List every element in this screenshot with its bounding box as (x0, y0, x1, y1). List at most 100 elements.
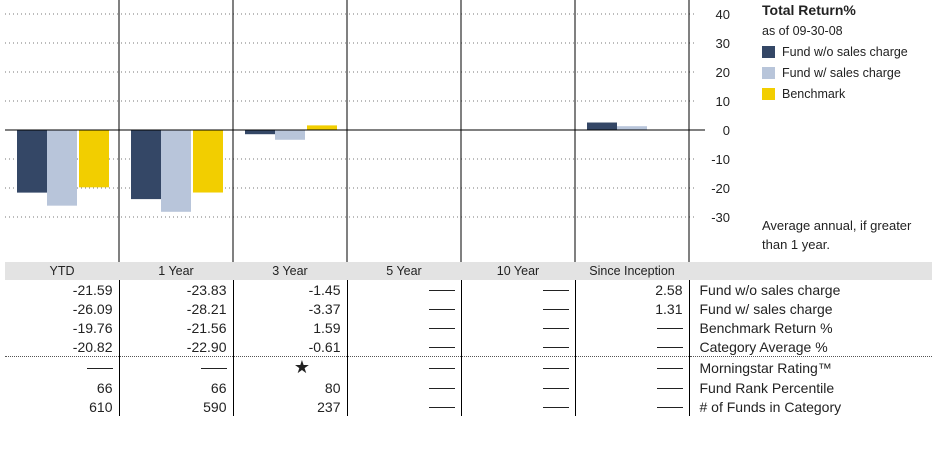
bar-5-1 (617, 126, 647, 130)
em-dash (542, 368, 569, 370)
column-header: YTD (5, 262, 119, 280)
bar-2-1 (275, 130, 305, 140)
table-cell (347, 356, 462, 378)
em-dash (542, 290, 569, 292)
table-row: -26.09 -28.21 -3.37 1.31 Fund w/ sales charg… (5, 299, 932, 318)
y-tick-label: 0 (723, 123, 730, 138)
bar-0-1 (47, 130, 77, 206)
em-dash (428, 388, 455, 390)
table-row: -21.59 -23.83 -1.45 2.58 Fund w/o sales char… (5, 280, 932, 299)
table-cell: 237 (233, 397, 348, 416)
legend-swatch (762, 46, 775, 58)
column-header: 5 Year (347, 262, 461, 280)
bar-0-0 (17, 130, 47, 193)
em-dash (542, 309, 569, 311)
y-tick-label: -20 (711, 181, 730, 196)
bar-0-2 (79, 130, 109, 188)
table-row: ★ Morningstar Rating™ (5, 356, 932, 378)
average-annual-note: Average annual, if greater than 1 year. (762, 218, 912, 252)
table-cell: -19.76 (5, 318, 120, 337)
chart-legend: Total Return% as of 09-30-08 Fund w/o sa… (762, 2, 930, 101)
bar-2-2 (307, 125, 337, 130)
em-dash (200, 368, 227, 370)
legend-swatch (762, 88, 775, 100)
table-cell (347, 318, 462, 337)
table-cell: 80 (233, 378, 348, 397)
table-cell (347, 299, 462, 318)
row-label: Fund Rank Percentile (699, 379, 835, 396)
row-label: Benchmark Return % (699, 319, 833, 336)
table-cell: 2.58 (575, 280, 690, 299)
table-cell: 610 (5, 397, 120, 416)
table-cell (347, 378, 462, 397)
table-row: 610 590 237 # of Funds in Category (5, 397, 932, 416)
table-cell (461, 356, 576, 378)
table-cell: -21.56 (119, 318, 234, 337)
table-header-row: YTD 1 Year 3 Year 5 Year 10 Year Since I… (5, 262, 932, 280)
table-cell: ★ (233, 356, 348, 378)
row-label: Category Average % (699, 338, 828, 355)
y-tick-label: 40 (716, 7, 730, 22)
column-header: 3 Year (233, 262, 347, 280)
legend-swatch (762, 67, 775, 79)
y-tick-label: 10 (716, 94, 730, 109)
return-chart: 40 30 20 10 0 -10 -20 -30 (5, 0, 730, 262)
column-header: Since Inception (575, 262, 689, 280)
em-dash (656, 388, 683, 390)
em-dash (428, 290, 455, 292)
chart-subtitle: as of 09-30-08 (762, 24, 843, 38)
y-tick-label: 30 (716, 36, 730, 51)
column-header: 10 Year (461, 262, 575, 280)
table-cell (575, 397, 690, 416)
em-dash (86, 368, 113, 370)
legend-label: Fund w/o sales charge (782, 45, 908, 59)
table-cell (5, 356, 120, 378)
table-cell: -28.21 (119, 299, 234, 318)
row-label: Fund w/o sales charge (699, 281, 841, 298)
table-cell: 66 (119, 378, 234, 397)
em-dash (542, 347, 569, 349)
bar-1-0 (131, 130, 161, 200)
table-cell (347, 397, 462, 416)
table-cell (461, 397, 576, 416)
table-cell: -1.45 (233, 280, 348, 299)
table-cell (461, 280, 576, 299)
table-row: 66 66 80 Fund Rank Percentile (5, 378, 932, 397)
em-dash (428, 368, 455, 370)
chart-title: Total Return% (762, 2, 856, 18)
em-dash (428, 347, 455, 349)
legend-label: Benchmark (782, 87, 846, 101)
table-cell: 1.59 (233, 318, 348, 337)
em-dash (542, 388, 569, 390)
table-cell: -20.82 (5, 337, 120, 357)
table-cell: -21.59 (5, 280, 120, 299)
em-dash (656, 407, 683, 409)
em-dash (656, 368, 683, 370)
column-header-blank (689, 262, 932, 280)
table-cell (461, 318, 576, 337)
table-cell (575, 318, 690, 337)
table-cell (575, 356, 690, 378)
row-label: Fund w/ sales charge (699, 300, 833, 317)
em-dash (656, 328, 683, 330)
em-dash (428, 309, 455, 311)
table-cell: -26.09 (5, 299, 120, 318)
table-cell (575, 337, 690, 357)
legend-label: Fund w/ sales charge (782, 66, 901, 80)
em-dash (542, 328, 569, 330)
table-cell: -3.37 (233, 299, 348, 318)
em-dash (428, 328, 455, 330)
em-dash (656, 347, 683, 349)
table-cell (347, 280, 462, 299)
table-cell: -23.83 (119, 280, 234, 299)
row-label: # of Funds in Category (699, 398, 842, 415)
table-cell: -22.90 (119, 337, 234, 357)
bar-5-0 (587, 122, 617, 130)
column-header: 1 Year (119, 262, 233, 280)
row-label: Morningstar Rating™ (689, 356, 932, 378)
bar-1-1 (161, 130, 191, 212)
em-dash (542, 407, 569, 409)
table-row: -19.76 -21.56 1.59 Benchmark Return % (5, 318, 932, 337)
legend-item-fund-w-sales: Fund w/ sales charge (762, 66, 930, 80)
table-cell: 66 (5, 378, 120, 397)
